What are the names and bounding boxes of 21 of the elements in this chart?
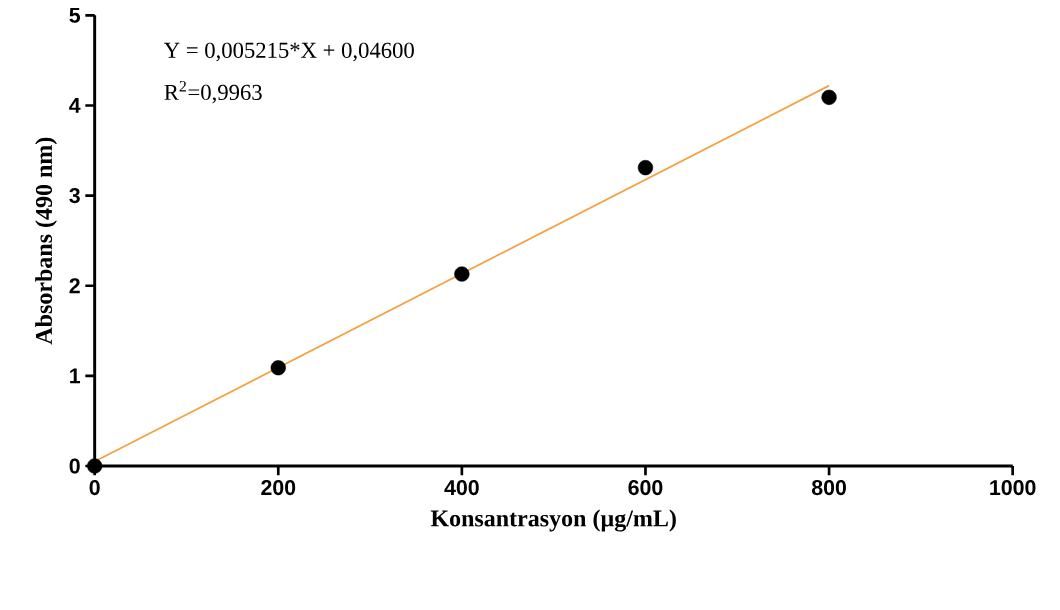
point: [454, 266, 470, 282]
point: [87, 458, 103, 474]
x-axis-title: Konsantrasyon (µg/mL): [430, 509, 676, 532]
x-tick-label: 600: [628, 480, 663, 496]
point: [821, 89, 837, 105]
y-tick-label: 0: [69, 458, 80, 474]
y-tick-label: 5: [69, 7, 81, 23]
point: [637, 160, 654, 176]
point: [270, 360, 286, 376]
y-tick-label: 3: [69, 188, 80, 204]
annotation: R$^{2}$=0,9963: [164, 80, 262, 104]
x-tick-label: 0: [89, 480, 100, 496]
annotation: Y = 0,005215*X + 0,04600: [164, 42, 414, 62]
x-tick-label: 800: [811, 480, 846, 496]
x-tick-label: 200: [261, 480, 296, 496]
x-tick-label: 1000: [990, 480, 1036, 496]
x-tick-label: 400: [444, 480, 479, 496]
y-axis-title: Absorbans (490 nm): [35, 137, 57, 345]
y-tick-label: 2: [69, 278, 80, 294]
y-tick-label: 4: [69, 98, 81, 113]
y-tick-label: 1: [70, 368, 81, 384]
